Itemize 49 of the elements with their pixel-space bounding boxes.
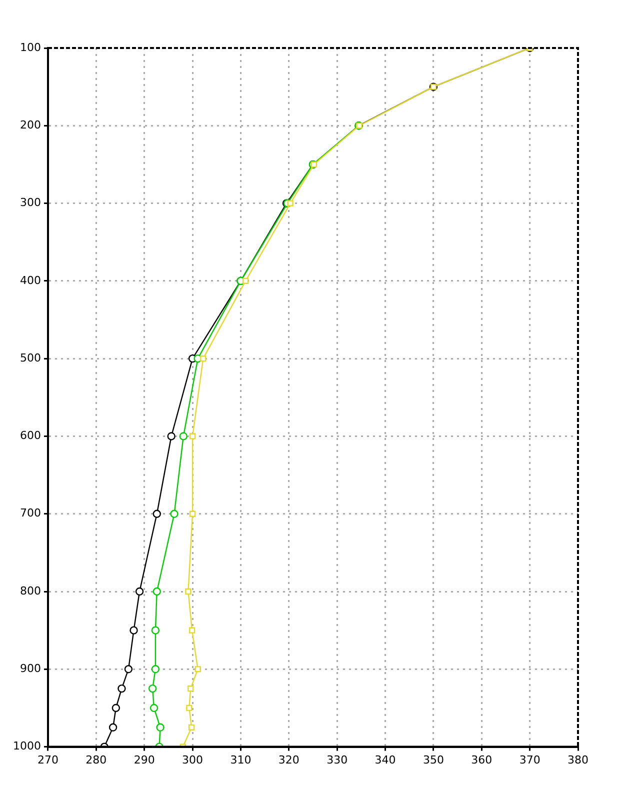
y-tick-label: 200 — [20, 118, 41, 132]
point — [188, 685, 194, 692]
x-tick-label: 300 — [182, 753, 204, 766]
point — [200, 356, 206, 362]
y-tick-label: 600 — [20, 429, 41, 442]
x-tick-label: 340 — [374, 753, 396, 766]
y-tick-label: 100 — [20, 40, 41, 54]
point — [108, 723, 118, 732]
x-tick-label: 280 — [86, 753, 107, 766]
x-tick-label: 330 — [326, 753, 348, 766]
y-tick-label: 700 — [20, 506, 41, 520]
point — [151, 665, 160, 674]
x-tick-label: 380 — [568, 753, 588, 766]
x-tick-label: 320 — [278, 753, 300, 766]
point — [185, 588, 192, 595]
y-tick-label: 900 — [20, 662, 41, 676]
point — [194, 666, 201, 672]
x-tick-label: 360 — [471, 753, 492, 766]
point — [152, 510, 161, 518]
point — [130, 626, 138, 634]
point — [170, 510, 178, 518]
x-tick-label: 310 — [230, 753, 252, 766]
y-tick-label: 1000 — [12, 740, 41, 753]
point — [135, 587, 144, 596]
y-tick-label: 500 — [20, 351, 41, 364]
point — [148, 684, 157, 693]
y-tick-label: 300 — [20, 196, 41, 210]
point — [189, 433, 196, 440]
y-tick-label: 400 — [20, 274, 41, 287]
x-tick-label: 290 — [134, 753, 155, 766]
point — [287, 200, 294, 206]
point — [152, 587, 161, 596]
point — [118, 684, 126, 693]
point — [188, 627, 196, 634]
point — [242, 278, 249, 284]
point — [186, 704, 192, 712]
point — [189, 510, 196, 517]
point — [124, 665, 133, 674]
x-tick-label: 370 — [519, 753, 540, 766]
point — [179, 432, 188, 440]
x-tick-label: 270 — [37, 753, 58, 766]
point — [112, 704, 120, 712]
point — [151, 626, 160, 634]
y-tick-label: 800 — [20, 584, 41, 598]
point — [156, 723, 164, 732]
point — [167, 432, 176, 440]
point — [188, 724, 195, 730]
point — [150, 704, 158, 712]
x-tick-label: 350 — [422, 753, 444, 766]
